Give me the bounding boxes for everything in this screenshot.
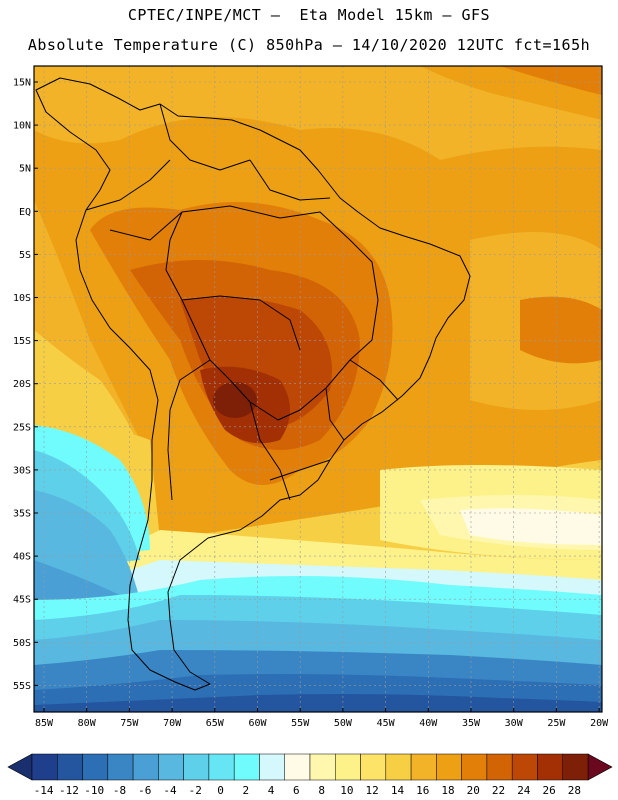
lat-label: 40S <box>13 552 31 563</box>
lat-label: 20S <box>13 379 31 390</box>
lon-label: 30W <box>505 718 524 729</box>
colorbar-swatch <box>31 753 58 781</box>
colorbar-label: -12 <box>59 784 79 797</box>
plot-frame <box>33 65 603 713</box>
lon-label: 40W <box>419 718 438 729</box>
colorbar-swatch <box>208 753 235 781</box>
colorbar-swatch <box>537 753 563 781</box>
colorbar-high-arrow <box>587 753 613 781</box>
lat-label: 30S <box>13 465 31 476</box>
lon-label: 20W <box>590 718 609 729</box>
colorbar-label: 20 <box>467 784 480 797</box>
colorbar-swatch <box>436 753 462 781</box>
colorbar-label: 6 <box>293 784 300 797</box>
colorbar-swatch <box>57 753 83 781</box>
temperature-field <box>34 66 602 712</box>
colorbar: -14 -12 -10 -8 -6 -4 -2 0 2 4 6 8 10 12 14 16 18 20 22 24 26… <box>7 753 613 797</box>
colorbar-label: 0 <box>217 784 224 797</box>
colorbar-label: 18 <box>441 784 454 797</box>
colorbar-swatch <box>385 753 412 781</box>
colorbar-swatch <box>461 753 488 781</box>
colorbar-swatch <box>82 753 109 781</box>
map-subtitle: Absolute Temperature (C) 850hPa – 14/10/… <box>27 36 591 54</box>
colorbar-swatch <box>511 753 538 781</box>
colorbar-label: -14 <box>34 784 54 797</box>
colorbar-swatch <box>309 753 336 781</box>
lat-label: 45S <box>13 595 31 606</box>
lon-label: 65W <box>206 718 225 729</box>
lon-label: 35W <box>462 718 481 729</box>
colorbar-label: -2 <box>189 784 202 797</box>
colorbar-label: -8 <box>113 784 126 797</box>
colorbar-label: 8 <box>318 784 325 797</box>
lat-label: 5S <box>19 250 31 261</box>
colorbar-label: 4 <box>268 784 275 797</box>
lon-label: 75W <box>120 718 139 729</box>
lon-label: 55W <box>291 718 310 729</box>
lat-label: 15N <box>13 78 31 89</box>
coastline-borders <box>35 77 471 691</box>
lon-label: 25W <box>547 718 566 729</box>
lon-label: 70W <box>163 718 182 729</box>
longitude-labels: 85W 80W 75W 70W 65W 60W 55W 50W 45W 40W 35W 30W 25W 2… <box>35 708 609 729</box>
lon-label: 50W <box>334 718 353 729</box>
map-title: CPTEC/INPE/MCT – Eta Model 15km – GFS <box>127 6 491 24</box>
colorbar-label: 22 <box>492 784 505 797</box>
colorbar-label: 26 <box>542 784 555 797</box>
colorbar-swatch <box>486 753 513 781</box>
lon-label: 60W <box>248 718 267 729</box>
lon-label: 85W <box>35 718 54 729</box>
latitude-labels: 15N 10N 5N EQ 5S 10S 15S 20S 25S 30S 35S 40S 45S 50S 5… <box>13 78 38 692</box>
lat-label: 15S <box>13 336 31 347</box>
colorbar-swatch <box>410 753 437 781</box>
colorbar-label: 12 <box>366 784 379 797</box>
lat-label: 10S <box>13 293 31 304</box>
colorbar-label: 16 <box>416 784 429 797</box>
colorbar-swatch <box>335 753 361 781</box>
colorbar-swatch <box>259 753 285 781</box>
colorbar-swatch <box>132 753 159 781</box>
colorbar-low-arrow <box>7 753 33 781</box>
lat-label: 5N <box>19 164 31 175</box>
lat-label: 25S <box>13 422 31 433</box>
colorbar-label: -4 <box>163 784 177 797</box>
colorbar-label: 10 <box>340 784 353 797</box>
colorbar-label: -6 <box>138 784 151 797</box>
colorbar-label: 28 <box>568 784 581 797</box>
lat-label: 10N <box>13 121 31 132</box>
colorbar-label: 2 <box>243 784 250 797</box>
colorbar-label: -10 <box>84 784 104 797</box>
lon-label: 45W <box>377 718 396 729</box>
lon-label: 80W <box>78 718 97 729</box>
lat-label: EQ <box>19 207 31 218</box>
lat-label: 55S <box>13 681 31 692</box>
colorbar-swatch <box>107 753 134 781</box>
lat-label: 35S <box>13 509 31 520</box>
colorbar-swatch <box>158 753 184 781</box>
colorbar-swatch <box>562 753 589 781</box>
lat-label: 50S <box>13 638 31 649</box>
colorbar-swatch <box>360 753 387 781</box>
colorbar-swatch <box>233 753 260 781</box>
colorbar-label: 14 <box>391 784 405 797</box>
colorbar-label: 24 <box>517 784 531 797</box>
colorbar-swatch <box>183 753 210 781</box>
colorbar-swatch <box>284 753 311 781</box>
